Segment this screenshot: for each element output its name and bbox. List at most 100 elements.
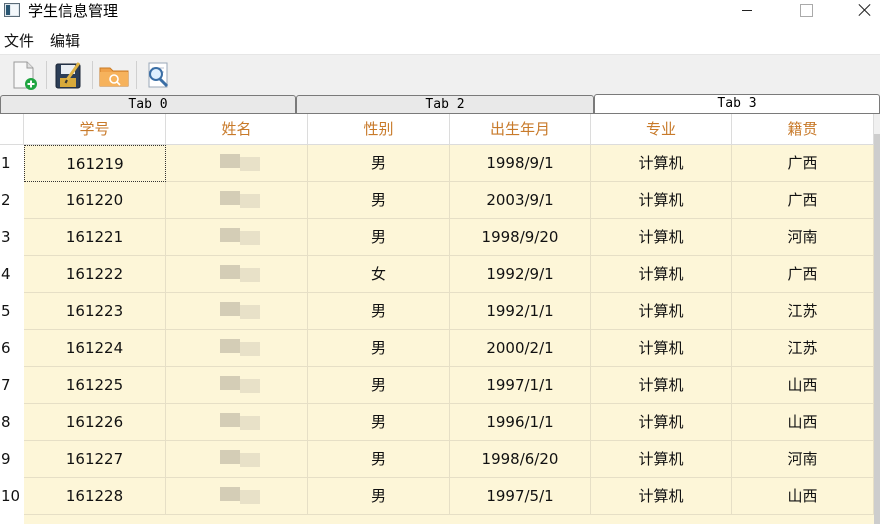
obscured-name [220, 265, 240, 279]
scrollbar-thumb[interactable] [874, 134, 880, 524]
save-button[interactable] [52, 58, 86, 92]
cell-birth[interactable]: 1997/5/1 [450, 478, 591, 515]
cell-major[interactable]: 计算机 [591, 293, 732, 330]
maximize-button[interactable] [784, 0, 828, 22]
row-number[interactable]: 9 [0, 441, 24, 477]
cell-birth[interactable]: 1992/1/1 [450, 293, 591, 330]
row-number[interactable]: 1 [0, 145, 24, 181]
cell-name[interactable] [166, 478, 308, 515]
cell-id[interactable]: 161222 [24, 256, 166, 293]
row-number[interactable]: 5 [0, 293, 24, 329]
cell-origin[interactable]: 山西 [732, 478, 874, 515]
tab-0[interactable]: Tab 0 [0, 95, 296, 114]
column-header-gender[interactable]: 性别 [308, 114, 450, 145]
row-number[interactable]: 2 [0, 182, 24, 218]
cell-name[interactable] [166, 182, 308, 219]
cell-origin[interactable]: 广西 [732, 256, 874, 293]
cell-id[interactable]: 161226 [24, 404, 166, 441]
row-number[interactable]: 3 [0, 219, 24, 255]
column-header-birth[interactable]: 出生年月 [450, 114, 591, 145]
column-header-id[interactable]: 学号 [24, 114, 166, 145]
cell-id[interactable]: 161220 [24, 182, 166, 219]
menu-file[interactable]: 文件 [4, 32, 35, 50]
cell-origin[interactable]: 河南 [732, 441, 874, 478]
cell-gender[interactable]: 男 [308, 330, 450, 367]
toolbar [0, 54, 880, 94]
cell-gender[interactable]: 男 [308, 441, 450, 478]
vertical-scrollbar[interactable] [874, 114, 880, 524]
row-number[interactable]: 8 [0, 404, 24, 440]
cell-birth[interactable]: 1998/9/20 [450, 219, 591, 256]
tab-3[interactable]: Tab 3 [594, 94, 880, 114]
cell-gender[interactable]: 男 [308, 478, 450, 515]
cell-birth[interactable]: 2003/9/1 [450, 182, 591, 219]
window-title: 学生信息管理 [28, 2, 119, 20]
cell-gender[interactable]: 男 [308, 404, 450, 441]
cell-id[interactable]: 161227 [24, 441, 166, 478]
cell-gender[interactable]: 男 [308, 219, 450, 256]
tab-divider [0, 113, 880, 114]
cell-major[interactable]: 计算机 [591, 219, 732, 256]
cell-gender[interactable]: 男 [308, 145, 450, 182]
cell-gender[interactable]: 男 [308, 182, 450, 219]
cell-major[interactable]: 计算机 [591, 441, 732, 478]
obscured-name [220, 302, 240, 316]
cell-id[interactable]: 161225 [24, 367, 166, 404]
row-number[interactable]: 7 [0, 367, 24, 403]
cell-major[interactable]: 计算机 [591, 145, 732, 182]
cell-name[interactable] [166, 293, 308, 330]
cell-birth[interactable]: 1992/9/1 [450, 256, 591, 293]
cell-major[interactable]: 计算机 [591, 367, 732, 404]
cell-gender[interactable]: 男 [308, 293, 450, 330]
obscured-name [220, 191, 240, 205]
cell-id[interactable]: 161224 [24, 330, 166, 367]
cell-birth[interactable]: 2000/2/1 [450, 330, 591, 367]
tab-2[interactable]: Tab 2 [296, 95, 594, 114]
cell-major[interactable]: 计算机 [591, 404, 732, 441]
cell-gender[interactable]: 男 [308, 367, 450, 404]
column-header-origin[interactable]: 籍贯 [732, 114, 874, 145]
close-button[interactable] [842, 0, 880, 22]
cell-name[interactable] [166, 404, 308, 441]
cell-name[interactable] [166, 219, 308, 256]
cell-major[interactable]: 计算机 [591, 478, 732, 515]
cell-birth[interactable]: 1996/1/1 [450, 404, 591, 441]
cell-birth[interactable]: 1998/6/20 [450, 441, 591, 478]
minimize-button[interactable] [724, 0, 768, 22]
table-corner[interactable] [0, 114, 24, 145]
cell-birth[interactable]: 1997/1/1 [450, 367, 591, 404]
cell-id[interactable]: 161221 [24, 219, 166, 256]
new-file-button[interactable] [6, 58, 40, 92]
cell-name[interactable] [166, 441, 308, 478]
cell-gender[interactable]: 女 [308, 256, 450, 293]
cell-name[interactable] [166, 330, 308, 367]
row-number[interactable]: 6 [0, 330, 24, 366]
row-number[interactable]: 10 [0, 478, 24, 514]
column-header-major[interactable]: 专业 [591, 114, 732, 145]
obscured-name [240, 157, 260, 171]
cell-origin[interactable]: 江苏 [732, 330, 874, 367]
column-header-name[interactable]: 姓名 [166, 114, 308, 145]
obscured-name [240, 268, 260, 282]
cell-origin[interactable]: 山西 [732, 367, 874, 404]
cell-id[interactable]: 161228 [24, 478, 166, 515]
cell-major[interactable]: 计算机 [591, 330, 732, 367]
cell-birth[interactable]: 1998/9/1 [450, 145, 591, 182]
open-folder-button[interactable] [97, 58, 131, 92]
cell-id[interactable]: 161219 [24, 145, 166, 182]
cell-origin[interactable]: 广西 [732, 145, 874, 182]
menu-edit[interactable]: 编辑 [50, 32, 81, 50]
cell-origin[interactable]: 江苏 [732, 293, 874, 330]
new-file-icon [13, 61, 37, 90]
cell-major[interactable]: 计算机 [591, 256, 732, 293]
row-number[interactable]: 4 [0, 256, 24, 292]
cell-name[interactable] [166, 145, 308, 182]
cell-id[interactable]: 161223 [24, 293, 166, 330]
cell-name[interactable] [166, 256, 308, 293]
cell-origin[interactable]: 广西 [732, 182, 874, 219]
cell-name[interactable] [166, 367, 308, 404]
cell-major[interactable]: 计算机 [591, 182, 732, 219]
cell-origin[interactable]: 河南 [732, 219, 874, 256]
search-button[interactable] [141, 58, 175, 92]
cell-origin[interactable]: 山西 [732, 404, 874, 441]
